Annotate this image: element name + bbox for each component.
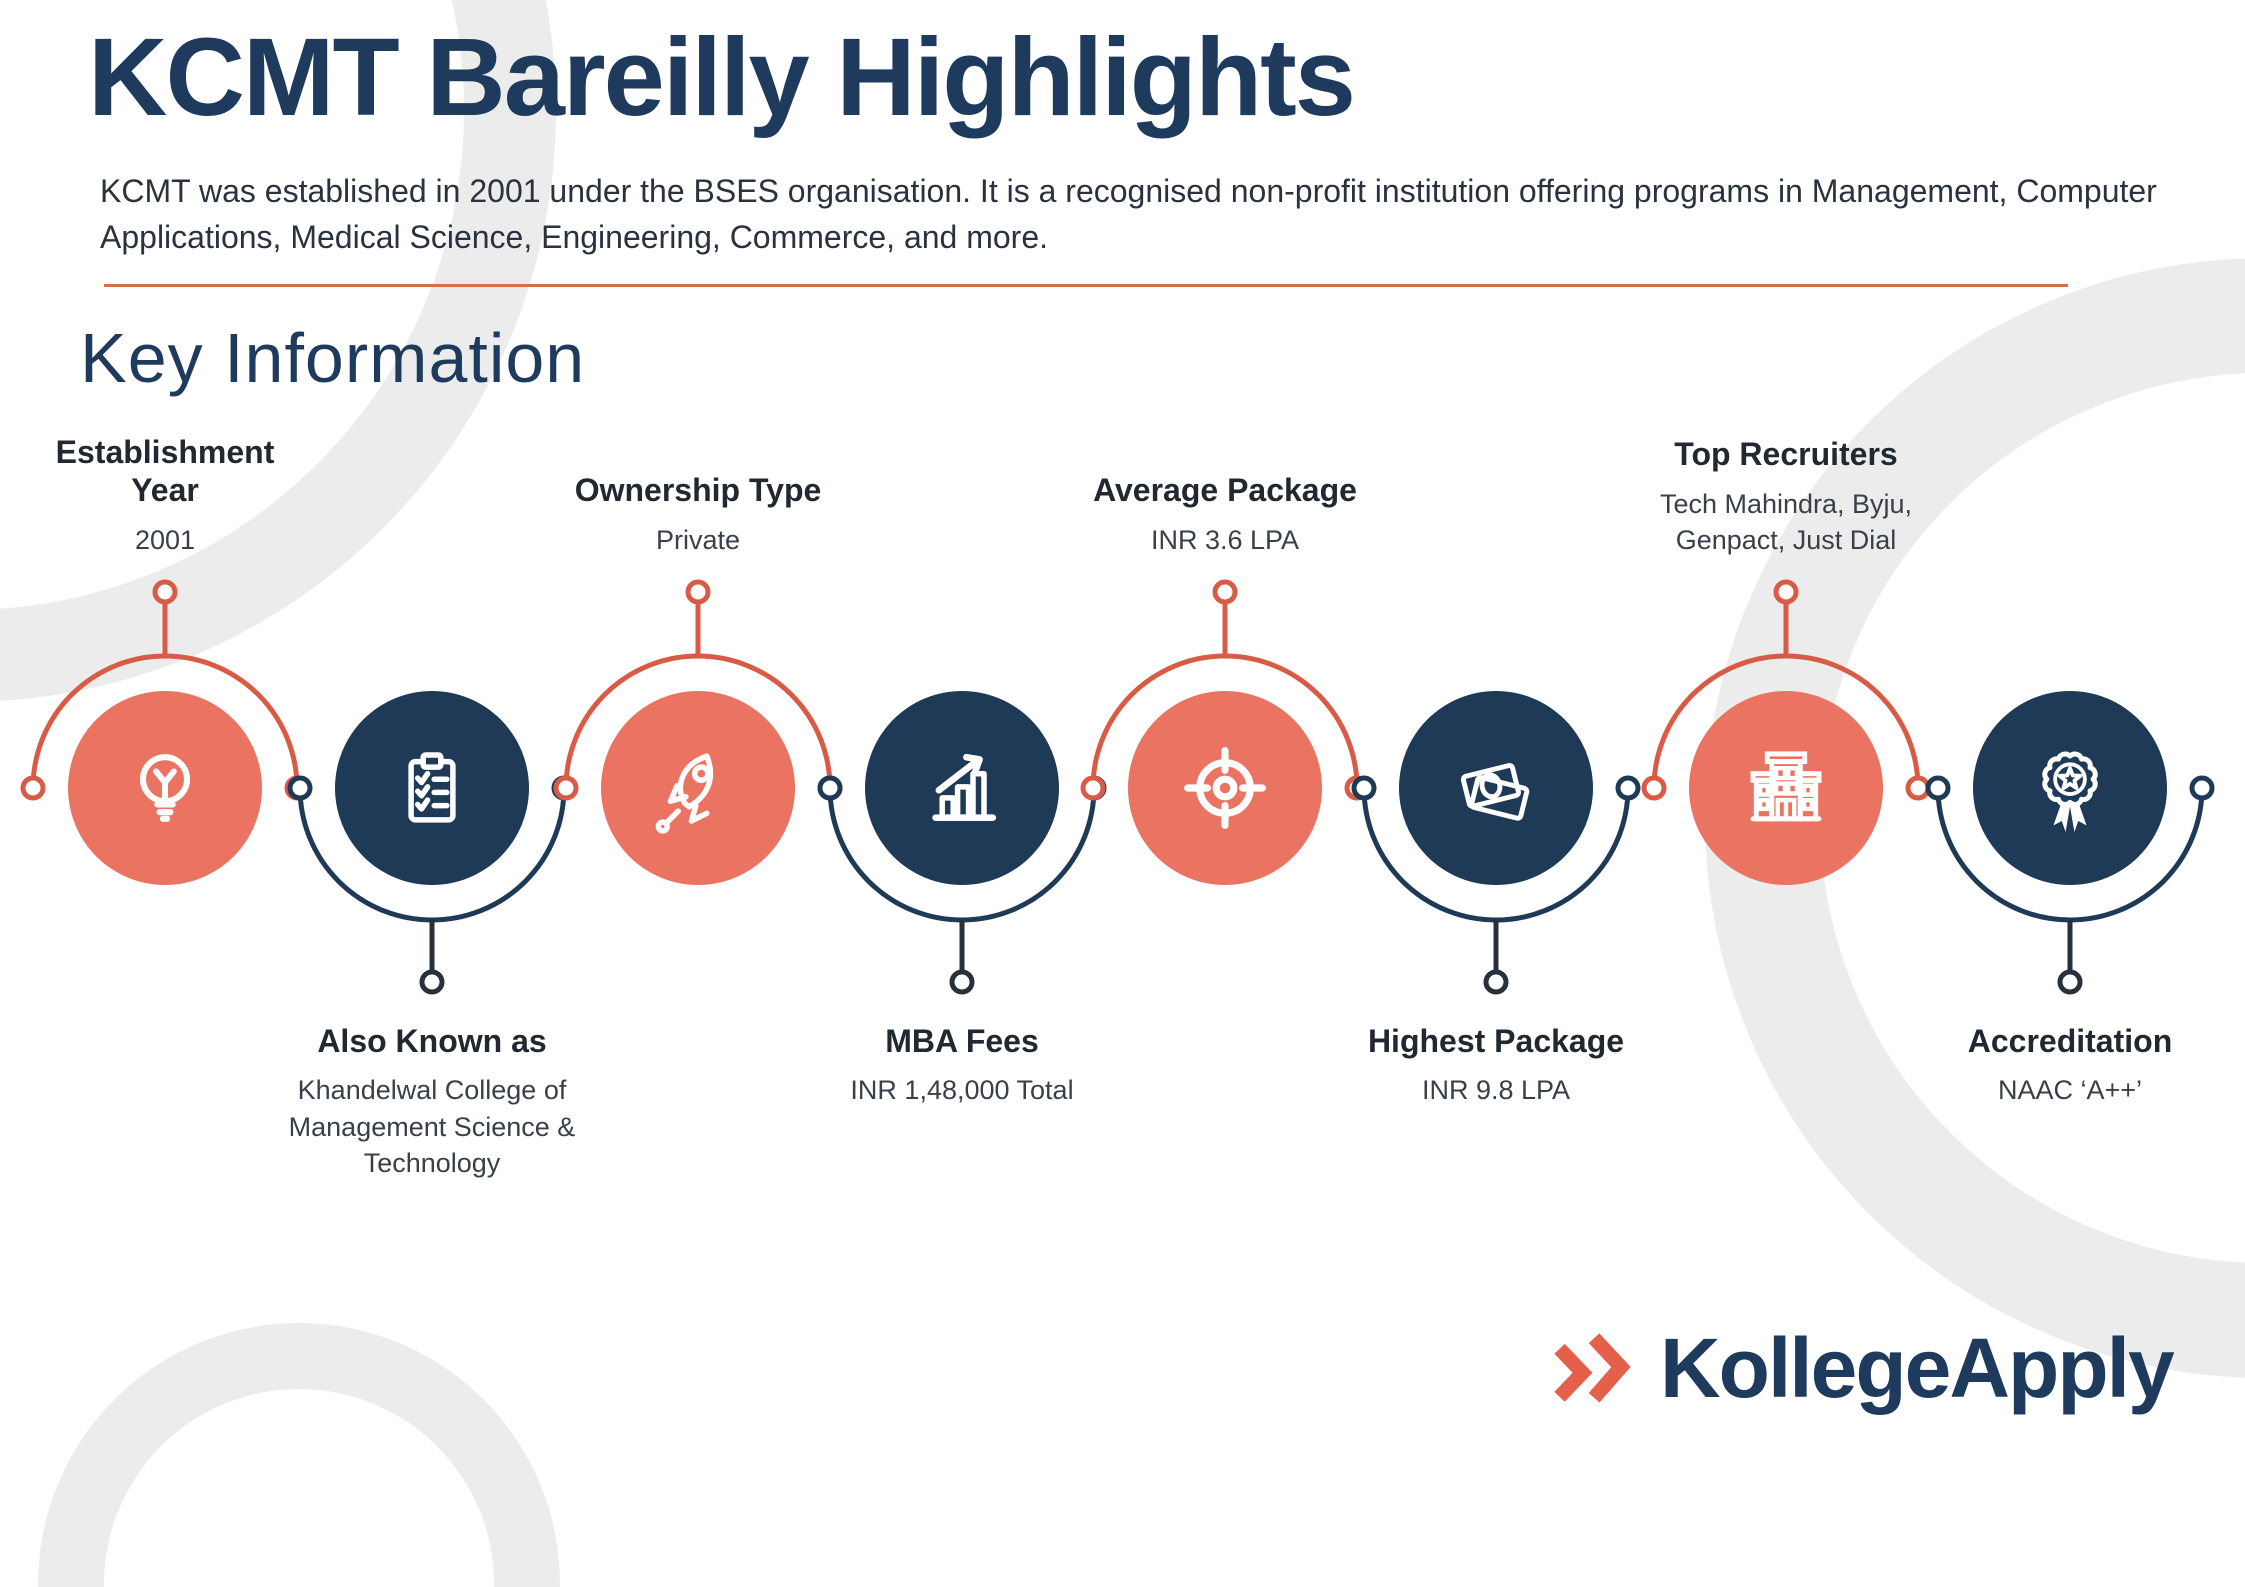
mba-fees-label: MBA Fees INR 1,48,000 Total: [816, 1022, 1108, 1109]
award-badge-icon: [2042, 751, 2098, 832]
page-subtitle: KCMT was established in 2001 under the B…: [100, 173, 2157, 256]
item-value: Khandelwal College of Management Science…: [288, 1075, 576, 1178]
mba-fees-bubble: [865, 691, 1059, 885]
also-known-as-label: Also Known as Khandelwal College of Mana…: [286, 1022, 578, 1181]
highest-package-bubble: [1399, 691, 1593, 885]
timeline-item-establishment-year: Establishment Year 2001: [29, 0, 301, 1587]
top-recruiters-label: Top Recruiters Tech Mahindra, Byju, Genp…: [1640, 402, 1932, 558]
money-icon: [1460, 763, 1530, 821]
item-title: Also Known as: [317, 1023, 547, 1059]
accreditation-label: Accreditation NAAC ‘A++’: [1924, 1022, 2216, 1109]
ownership-type-bubble: [601, 691, 795, 885]
timeline-item-ownership-type: Ownership Type Private: [562, 0, 834, 1587]
average-package-bubble: [1128, 691, 1322, 885]
section-heading: Key Information: [80, 319, 586, 397]
timeline-item-mba-fees: MBA Fees INR 1,48,000 Total: [826, 0, 1098, 1587]
divider-line: [104, 284, 2068, 287]
top-recruiters-bubble: [1689, 691, 1883, 885]
item-title: Average Package: [1093, 472, 1357, 509]
accreditation-bubble: [1973, 691, 2167, 885]
rocket-icon: [655, 753, 714, 834]
establishment-year-bubble: [68, 691, 262, 885]
item-value: INR 1,48,000 Total: [850, 1075, 1074, 1106]
timeline-item-also-known-as: Also Known as Khandelwal College of Mana…: [289, 0, 575, 1587]
item-title: Ownership Type: [574, 472, 822, 509]
item-value: NAAC ‘A++’: [1997, 1075, 2143, 1106]
kollegeapply-logo: KollegeApply: [1548, 1318, 2175, 1418]
also-known-as-bubble: [335, 691, 529, 885]
target-icon: [1184, 747, 1266, 829]
timeline-item-highest-package: Highest Package INR 9.8 LPA: [1360, 0, 1632, 1587]
item-value: INR 3.6 LPA: [1150, 524, 1300, 555]
item-title: MBA Fees: [885, 1023, 1039, 1059]
checklist-clipboard-icon: [408, 752, 456, 823]
establishment-year-label: Establishment Year 2001: [19, 402, 311, 558]
kollegeapply-logo-text: KollegeApply: [1660, 1320, 2175, 1415]
item-value: Private: [655, 524, 741, 555]
item-title: Top Recruiters: [1674, 436, 1898, 473]
highest-package-label: Highest Package INR 9.8 LPA: [1350, 1022, 1642, 1109]
item-title: Establishment Year: [55, 434, 275, 509]
timeline-item-accreditation: Accreditation NAAC ‘A++’: [1934, 0, 2206, 1587]
growth-chart-icon: [932, 753, 997, 821]
kollegeapply-logo-icon: [1554, 1333, 1631, 1403]
timeline-item-top-recruiters: Top Recruiters Tech Mahindra, Byju, Genp…: [1650, 0, 1922, 1587]
item-value: INR 9.8 LPA: [1421, 1075, 1571, 1106]
timeline-item-average-package: Average Package INR 3.6 LPA: [1089, 0, 1361, 1587]
building-icon: [1750, 751, 1822, 822]
item-title: Accreditation: [1967, 1023, 2173, 1059]
item-title: Highest Package: [1367, 1023, 1625, 1059]
average-package-label: Average Package INR 3.6 LPA: [1079, 402, 1371, 558]
page-title: KCMT Bareilly Highlights: [88, 16, 1356, 139]
ownership-type-label: Ownership Type Private: [552, 402, 844, 558]
lightbulb-icon: [139, 754, 191, 822]
item-value: Tech Mahindra, Byju, Genpact, Just Dial: [1659, 488, 1913, 555]
item-value: 2001: [134, 524, 196, 555]
